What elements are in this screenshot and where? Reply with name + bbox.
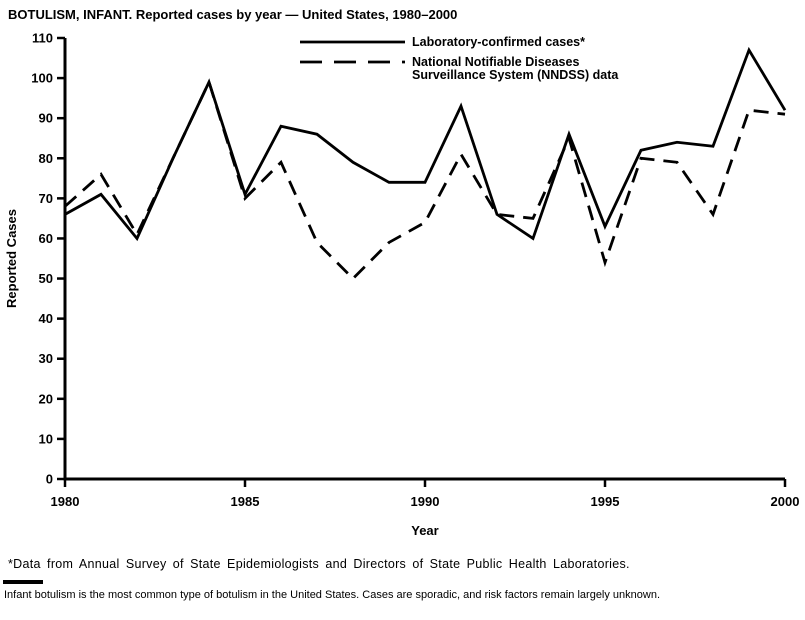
footnote-data-source: *Data from Annual Survey of State Epidem… [8, 557, 630, 571]
x-tick-label: 1990 [411, 494, 440, 509]
legend-label: National Notifiable Diseases [412, 55, 579, 69]
x-tick-label: 1980 [51, 494, 80, 509]
legend-label: Laboratory-confirmed cases* [412, 35, 585, 49]
footnote-description: Infant botulism is the most common type … [4, 589, 661, 601]
y-tick-label: 100 [31, 71, 53, 86]
series-line-nndss [64, 78, 786, 281]
y-tick-label: 40 [39, 311, 53, 326]
line-chart: 0 10 20 30 40 50 60 70 80 90 100 110 1980 1985 1990 199… [4, 31, 800, 539]
y-tick-label: 80 [39, 151, 53, 166]
y-tick-label: 30 [39, 351, 53, 366]
chart-title: BOTULISM, INFANT. Reported cases by year… [8, 7, 458, 22]
footnote-divider [3, 580, 43, 584]
x-tick-label: 1985 [231, 494, 260, 509]
y-tick-label: 50 [39, 271, 53, 286]
y-tick-label: 0 [46, 472, 53, 487]
legend-label: Surveillance System (NNDSS) data [412, 68, 619, 82]
y-tick-label: 20 [39, 391, 53, 406]
y-tick-label: 90 [39, 111, 53, 126]
x-tick-label: 1995 [591, 494, 620, 509]
x-axis-label: Year [411, 523, 438, 538]
y-tick-label: 60 [39, 231, 53, 246]
y-axis-label: Reported Cases [4, 209, 19, 308]
y-tick-label: 10 [39, 431, 53, 446]
x-tick-label: 2000 [771, 494, 800, 509]
y-tick-label: 110 [32, 31, 53, 46]
y-tick-label: 70 [39, 191, 53, 206]
